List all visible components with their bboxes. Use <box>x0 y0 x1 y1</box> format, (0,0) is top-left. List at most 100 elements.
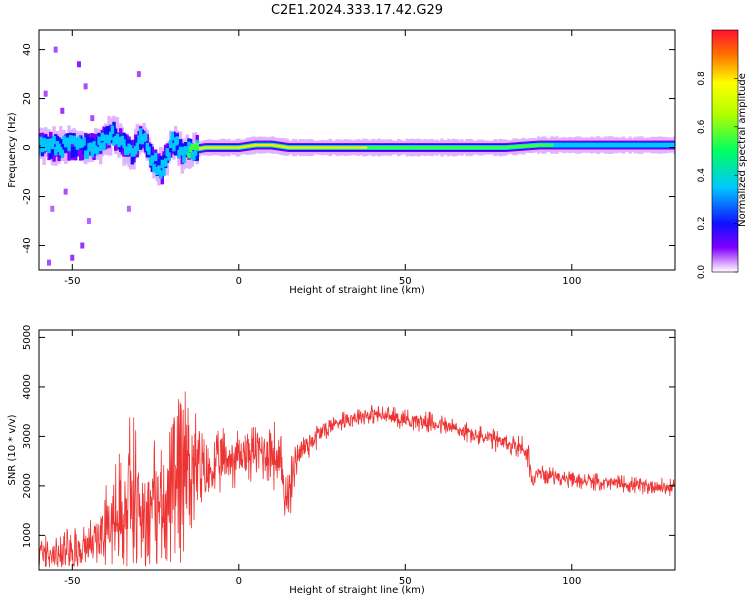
heatmap-cell <box>187 152 191 159</box>
colorbar-tick-label: 0.0 <box>697 265 707 280</box>
heatmap-cell <box>65 137 70 146</box>
colorbar-tick-label: 0.8 <box>697 71 707 86</box>
heatmap-outlier <box>50 205 55 212</box>
x-tick-label: 100 <box>562 576 581 587</box>
y-tick-label: -40 <box>22 237 33 253</box>
heatmap-cell <box>168 139 173 149</box>
heatmap-cell <box>99 142 103 152</box>
heatmap-cell <box>40 143 45 153</box>
heatmap-cell <box>153 152 158 162</box>
heatmap-cell <box>100 132 105 142</box>
heatmap-outlier <box>70 254 75 261</box>
heatmap-outlier <box>63 188 68 195</box>
heatmap-cell <box>60 149 65 159</box>
colorbar-gradient <box>712 30 738 272</box>
heatmap-outlier <box>126 205 131 212</box>
chart-title: C2E1.2024.333.17.42.G29 <box>271 3 443 18</box>
heatmap-cell <box>74 145 78 157</box>
heatmap-cell <box>110 125 115 134</box>
colorbar-label: Normalized spectral amplitude <box>737 73 748 227</box>
heatmap-cell <box>138 128 143 137</box>
heatmap-cell <box>75 141 80 150</box>
heatmap-cell <box>39 136 43 146</box>
heatmap-cell <box>147 146 151 155</box>
heatmap-cell <box>130 153 135 165</box>
heatmap-outlier <box>46 259 51 266</box>
x-tick-label: 50 <box>399 276 412 287</box>
heatmap-cell <box>70 146 75 158</box>
x-tick-label: 50 <box>399 576 412 587</box>
snr-x-ticks: -50 0 50 100 <box>64 330 581 587</box>
spectrogram-x-ticks: -50 0 50 100 <box>64 30 581 287</box>
heatmap-outlier <box>83 83 88 90</box>
heatmap-cell <box>160 159 165 169</box>
colorbar-tick-label: 0.4 <box>697 168 707 183</box>
heatmap-cell <box>42 137 46 147</box>
spectrogram-panel: -50 0 50 100 -40 -20 0 20 40 Height of straight… <box>7 29 676 296</box>
heatmap-cell <box>89 142 93 151</box>
heatmap-cell <box>108 131 113 141</box>
snr-xlabel: Height of straight line (km) <box>289 585 425 596</box>
heatmap-cell <box>157 165 161 174</box>
snr-ylabel: SNR (10 * v/v) <box>7 414 18 485</box>
heatmap-outlier <box>86 218 91 225</box>
heatmap-cell <box>163 158 168 167</box>
x-tick-label: 0 <box>236 576 242 587</box>
snr-panel: -50 0 50 100 1000 2000 3000 4000 5000 Height of… <box>7 325 676 596</box>
heatmap-cell <box>162 167 166 177</box>
heatmap-cell <box>143 132 148 142</box>
heatmap-cell <box>170 131 174 141</box>
heatmap-cell <box>137 135 141 144</box>
heatmap-cell <box>175 136 179 145</box>
heatmap-cell <box>167 152 171 161</box>
heatmap-cell <box>158 170 163 179</box>
heatmap-cell <box>673 142 675 148</box>
heatmap-cell <box>95 146 100 156</box>
colorbar: 0.0 0.2 0.4 0.6 0.8 Normalized spectral ampl… <box>697 29 748 279</box>
y-tick-label: -20 <box>22 188 33 204</box>
x-tick-label: 0 <box>236 276 242 287</box>
heatmap-cell <box>85 150 90 159</box>
heatmap-cell <box>92 141 96 150</box>
y-tick-label: 0 <box>22 144 33 150</box>
y-tick-label: 2000 <box>22 473 33 498</box>
heatmap-outlier <box>80 242 85 249</box>
spectrogram-content <box>39 46 675 266</box>
colorbar-ticks: 0.0 0.2 0.4 0.6 0.8 <box>697 71 738 279</box>
heatmap-outlier <box>90 115 95 122</box>
heatmap-cell <box>182 154 186 164</box>
heatmap-outlier <box>53 46 58 53</box>
heatmap-cell <box>54 146 58 156</box>
heatmap-cell <box>363 146 368 149</box>
heatmap-cell <box>671 142 675 148</box>
heatmap-cell <box>52 135 56 145</box>
heatmap-outlier <box>76 61 81 68</box>
heatmap-cell <box>150 155 155 164</box>
y-tick-label: 3000 <box>22 424 33 449</box>
heatmap-cell <box>180 146 184 156</box>
spectrogram-y-ticks: -40 -20 0 20 40 <box>22 43 675 254</box>
heatmap-cell <box>185 146 189 156</box>
y-tick-label: 4000 <box>22 374 33 399</box>
heatmap-cell <box>97 136 101 145</box>
snr-series-line <box>39 391 675 568</box>
heatmap-cell <box>67 142 71 152</box>
y-tick-label: 5000 <box>22 325 33 350</box>
heatmap-cell <box>102 142 106 151</box>
heatmap-cell <box>90 148 95 158</box>
colorbar-tick-label: 0.6 <box>697 119 707 134</box>
heatmap-cell <box>50 140 55 150</box>
snr-y-ticks: 1000 2000 3000 4000 5000 <box>22 325 675 548</box>
spectrogram-xlabel: Height of straight line (km) <box>289 285 425 296</box>
y-tick-label: 40 <box>22 43 33 56</box>
snr-frame <box>38 329 676 571</box>
heatmap-cell <box>152 164 156 173</box>
x-tick-label: -50 <box>64 576 80 587</box>
heatmap-cell <box>39 146 41 155</box>
heatmap-cell <box>122 139 126 148</box>
heatmap-outlier <box>43 90 48 97</box>
heatmap-outlier <box>60 107 65 114</box>
colorbar-tick-label: 0.2 <box>697 216 707 230</box>
heatmap-cell <box>172 142 176 152</box>
